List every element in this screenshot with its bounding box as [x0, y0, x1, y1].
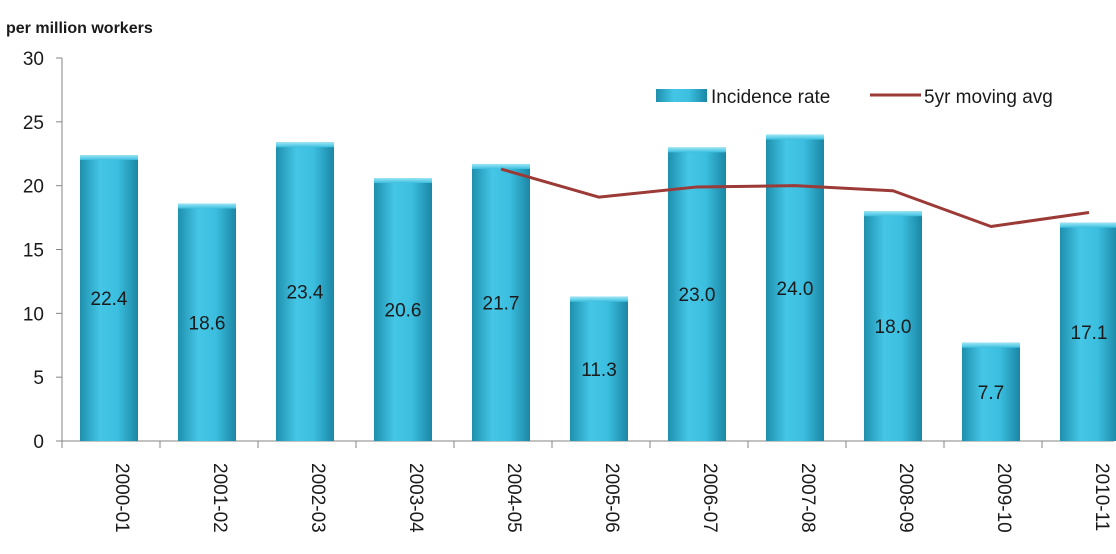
legend-label-incidence-rate: Incidence rate	[711, 87, 830, 108]
bar-cap	[178, 203, 236, 209]
bar-cap	[472, 163, 530, 169]
y-tick-label: 0	[33, 432, 44, 453]
x-tick-label: 2002-03	[307, 463, 328, 533]
bar	[1060, 222, 1116, 441]
data-label: 24.0	[777, 279, 814, 300]
y-tick-label: 25	[23, 113, 44, 134]
x-tick-label: 2004-05	[503, 463, 524, 533]
x-tick-label: 2008-09	[895, 463, 916, 533]
x-tick-label: 2005-06	[601, 463, 622, 533]
legend-label-moving-avg: 5yr moving avg	[924, 87, 1053, 108]
moving-average-series-line	[500, 167, 1090, 229]
data-label: 23.0	[679, 285, 716, 306]
legend-swatch-incidence-rate	[656, 89, 707, 102]
bar-cap	[570, 296, 628, 302]
moving-average-line	[500, 167, 1090, 229]
bar-cap	[1060, 222, 1116, 228]
bar	[276, 142, 334, 441]
data-label: 22.4	[91, 289, 128, 310]
data-labels: 22.4 18.6 23.4 20.6 21.7 11.3 23.0 24.0 18.0 7.7 1…	[91, 279, 1108, 404]
x-tick-label: 2000-01	[111, 463, 132, 533]
bar	[962, 342, 1020, 441]
y-tick-label: 5	[33, 368, 44, 389]
data-label: 17.1	[1071, 323, 1108, 344]
data-label: 20.6	[385, 301, 422, 322]
data-label: 11.3	[581, 360, 617, 381]
bar-cap	[766, 134, 824, 140]
bar	[472, 163, 530, 442]
bar-cap	[374, 178, 432, 184]
bar	[570, 296, 628, 441]
data-label: 18.0	[875, 317, 912, 338]
data-label: 7.7	[978, 383, 1004, 404]
y-tick-label: 30	[23, 49, 44, 70]
legend: Incidence rate 5yr moving avg	[656, 87, 1053, 108]
bar-cap	[864, 211, 922, 217]
data-label: 23.4	[287, 283, 324, 304]
bars	[80, 134, 1116, 442]
x-tick-label: 2006-07	[699, 463, 720, 533]
y-tick-label: 15	[23, 241, 44, 262]
bar-cap	[668, 147, 726, 153]
bar	[864, 211, 922, 441]
x-tick-label: 2001-02	[209, 463, 230, 533]
bar-cap	[80, 155, 138, 161]
x-tick-label: 2003-04	[405, 463, 426, 533]
y-tick-label: 20	[23, 177, 44, 198]
data-label: 21.7	[483, 293, 520, 314]
bar-cap	[276, 142, 334, 148]
y-tick-label: 10	[23, 304, 44, 325]
x-tick-label: 2007-08	[797, 463, 818, 533]
data-label: 18.6	[189, 313, 226, 334]
bar	[668, 147, 726, 441]
x-tick-label: 2009-10	[993, 463, 1014, 533]
y-axis-title: per million workers	[6, 20, 153, 37]
bar-cap	[962, 342, 1020, 348]
bar	[178, 203, 236, 441]
bar	[374, 178, 432, 442]
bar	[80, 155, 138, 441]
x-tick-label: 2010-11	[1091, 463, 1112, 531]
axes: 0 5 10 15 20 25 30 2000-01 2001-02 2002-03 2003-04…	[23, 49, 1114, 533]
